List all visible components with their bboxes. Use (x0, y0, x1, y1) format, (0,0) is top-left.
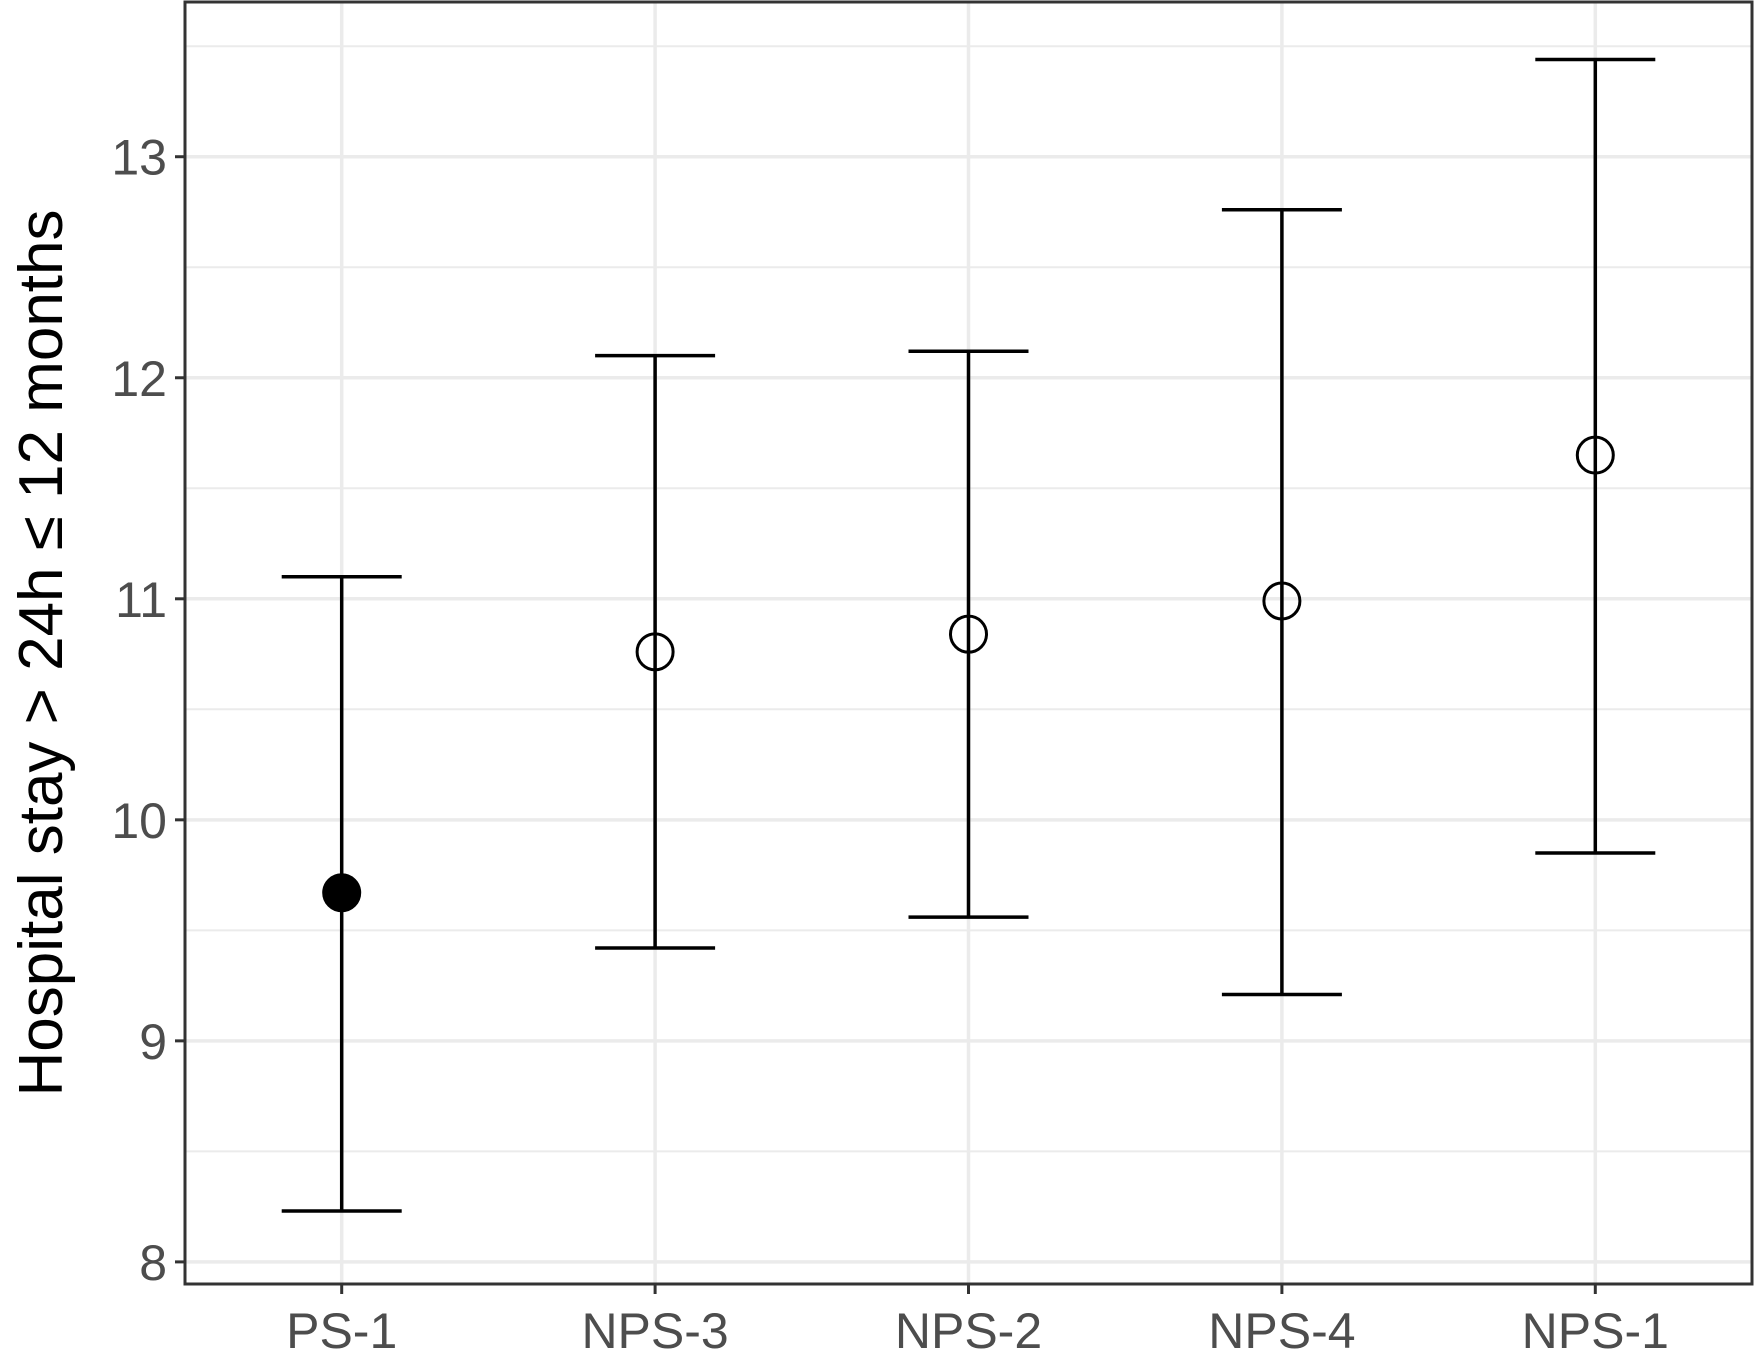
x-tick-label: NPS-1 (1522, 1303, 1669, 1354)
point-estimate (322, 873, 362, 913)
x-tick-label: PS-1 (286, 1303, 397, 1354)
x-tick-label: NPS-2 (895, 1303, 1042, 1354)
y-axis: 8 9 10 11 12 13 (111, 130, 185, 1291)
y-tick-label: 11 (115, 572, 167, 628)
x-tick-label: NPS-4 (1208, 1303, 1355, 1354)
y-tick-label: 12 (111, 351, 167, 407)
y-tick-label: 10 (111, 793, 167, 849)
x-axis: PS-1 NPS-3 NPS-2 NPS-4 NPS-1 (286, 1284, 1669, 1354)
y-tick-label: 13 (111, 130, 167, 186)
y-tick-label: 8 (139, 1235, 167, 1291)
y-tick-label: 9 (139, 1014, 167, 1070)
point-estimate (949, 614, 988, 654)
points (322, 435, 1615, 913)
errorbars (281, 57, 1656, 1213)
point-estimate (1262, 581, 1302, 621)
point-estimate (635, 632, 675, 672)
x-tick-label: NPS-3 (581, 1303, 728, 1354)
point-estimate (1575, 435, 1615, 475)
y-axis-title: Hospital stay > 24h ≤ 12 months (7, 209, 76, 1096)
